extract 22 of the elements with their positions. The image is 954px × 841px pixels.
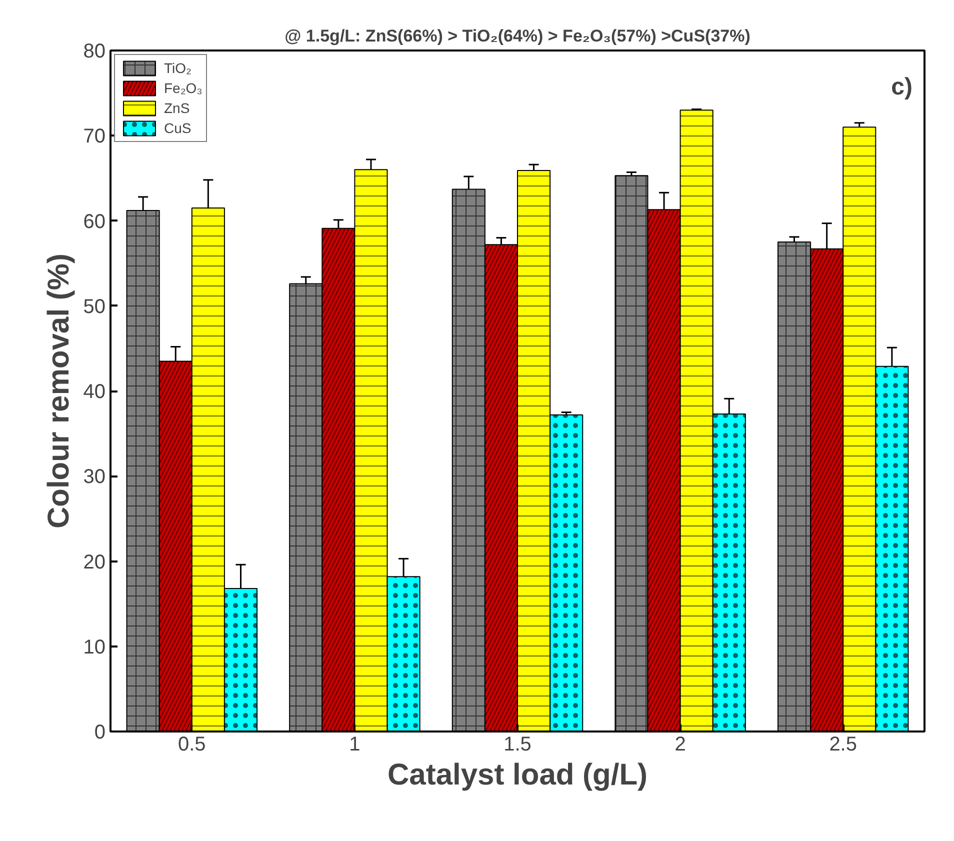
y-tick-label: 30 [83,466,106,488]
y-tick-label: 80 [83,40,106,62]
legend-label: TiO₂ [164,60,192,76]
y-tick-label: 10 [83,636,106,658]
x-tick-label: 0.5 [178,734,206,756]
x-tick-label: 2 [674,734,686,756]
y-tick-label: 70 [83,126,106,148]
y-tick-label: 40 [83,381,106,403]
y-tick-label: 60 [83,210,106,233]
chart-title: @ 1.5g/L: ZnS(66%) > TiO₂(64%) > Fe₂O₃(57%) >CuS(37%) [284,26,750,46]
y-axis-title: Colour removal (%) [42,253,76,529]
x-tick-label: 1.5 [504,734,532,756]
y-tick-label: 50 [83,296,106,318]
y-tick-label: 0 [94,722,106,744]
annotation: c) [891,74,913,100]
x-axis-title: Catalyst load (g/L) [387,758,648,792]
x-tick-label: 2.5 [829,734,858,756]
legend-label: ZnS [164,100,190,116]
x-tick-label: 1 [349,734,360,756]
y-tick-label: 20 [83,551,106,574]
legend-label: CuS [164,120,192,136]
legend-label: Fe₂O₃ [164,80,202,96]
